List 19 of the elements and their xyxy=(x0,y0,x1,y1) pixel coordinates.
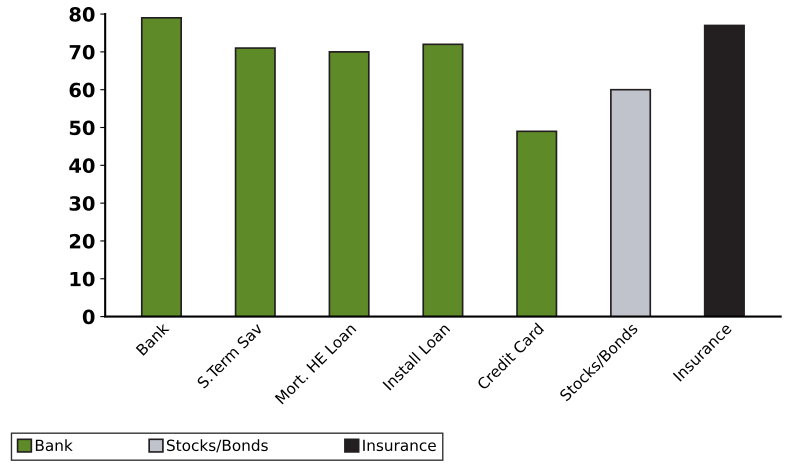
bar xyxy=(328,51,370,317)
bar xyxy=(140,17,182,317)
legend-label: Insurance xyxy=(363,440,436,452)
legend-label: Stocks/Bonds xyxy=(166,439,268,452)
y-tick-label: 40 xyxy=(69,158,95,173)
legend-label: Bank xyxy=(36,439,73,452)
y-tick-label: 20 xyxy=(70,234,95,249)
y-tick-label: 80 xyxy=(70,7,95,22)
bar xyxy=(234,47,276,317)
y-tick-label: 0 xyxy=(82,310,95,324)
y-tick-label: 30 xyxy=(70,196,95,211)
y-tick-label: 60 xyxy=(70,82,95,98)
bar xyxy=(422,43,464,317)
bar xyxy=(610,88,652,317)
y-tick-label: 50 xyxy=(70,120,95,136)
y-tick-label: 70 xyxy=(70,44,95,60)
y-tick-label: 10 xyxy=(70,272,95,286)
bar xyxy=(516,130,558,317)
bar xyxy=(704,24,745,317)
